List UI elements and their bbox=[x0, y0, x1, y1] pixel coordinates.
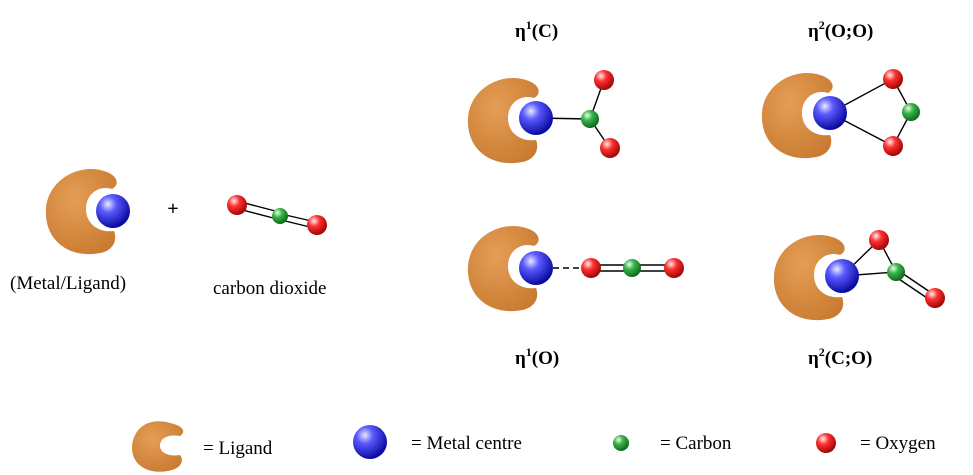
metal-legend-icon bbox=[353, 425, 387, 459]
oxygen-atom bbox=[664, 258, 684, 278]
oxygen-atom bbox=[227, 195, 247, 215]
oxygen-atom bbox=[883, 136, 903, 156]
oxygen-atom bbox=[883, 69, 903, 89]
legend-oxygen: = Oxygen bbox=[816, 433, 936, 454]
metal-atom bbox=[96, 194, 130, 228]
legend-ligand: = Ligand bbox=[132, 421, 273, 472]
metal-atom bbox=[519, 101, 553, 135]
carbon-atom bbox=[902, 103, 920, 121]
oxygen-atom bbox=[594, 70, 614, 90]
mode-label-eta1-o: η1(O) bbox=[515, 345, 559, 369]
metal-atom bbox=[519, 251, 553, 285]
metal-ligand-label: (Metal/Ligand) bbox=[10, 273, 126, 294]
oxygen-atom bbox=[869, 230, 889, 250]
carbon-atom bbox=[887, 263, 905, 281]
mode-label-eta2-co: η2(C;O) bbox=[808, 345, 872, 369]
legend-carbon-label: = Carbon bbox=[660, 433, 732, 454]
ligand-legend-icon bbox=[132, 421, 184, 472]
oxygen-atom bbox=[307, 215, 327, 235]
oxygen-atom bbox=[600, 138, 620, 158]
plus-sign: + bbox=[167, 198, 178, 220]
oxygen-atom bbox=[925, 288, 945, 308]
oxygen-atom bbox=[581, 258, 601, 278]
legend-ligand-label: = Ligand bbox=[203, 438, 273, 459]
carbon-atom bbox=[581, 110, 599, 128]
metal-atom bbox=[813, 96, 847, 130]
complex-eta2-co bbox=[773, 230, 945, 321]
carbon-atom bbox=[623, 259, 641, 277]
reactant-co2 bbox=[227, 195, 327, 235]
complex-eta1-o bbox=[467, 225, 684, 312]
co2-label: carbon dioxide bbox=[213, 278, 326, 299]
carbon-legend-icon bbox=[613, 435, 629, 451]
reactant-metal-ligand bbox=[45, 168, 130, 255]
oxygen-legend-icon bbox=[816, 433, 836, 453]
legend-metal-label: = Metal centre bbox=[411, 433, 522, 454]
mode-label-eta1-c: η1(C) bbox=[515, 18, 558, 42]
carbon-atom bbox=[272, 208, 288, 224]
mode-label-eta2-oo: η2(O;O) bbox=[808, 18, 873, 42]
legend-metal: = Metal centre bbox=[353, 425, 522, 459]
legend-carbon: = Carbon bbox=[613, 433, 732, 454]
complex-eta1-c bbox=[467, 70, 620, 164]
complex-eta2-oo bbox=[761, 69, 920, 159]
metal-atom bbox=[825, 259, 859, 293]
legend: = Ligand = Metal centre = Carbon = Oxyge… bbox=[132, 421, 936, 472]
legend-oxygen-label: = Oxygen bbox=[860, 433, 936, 454]
